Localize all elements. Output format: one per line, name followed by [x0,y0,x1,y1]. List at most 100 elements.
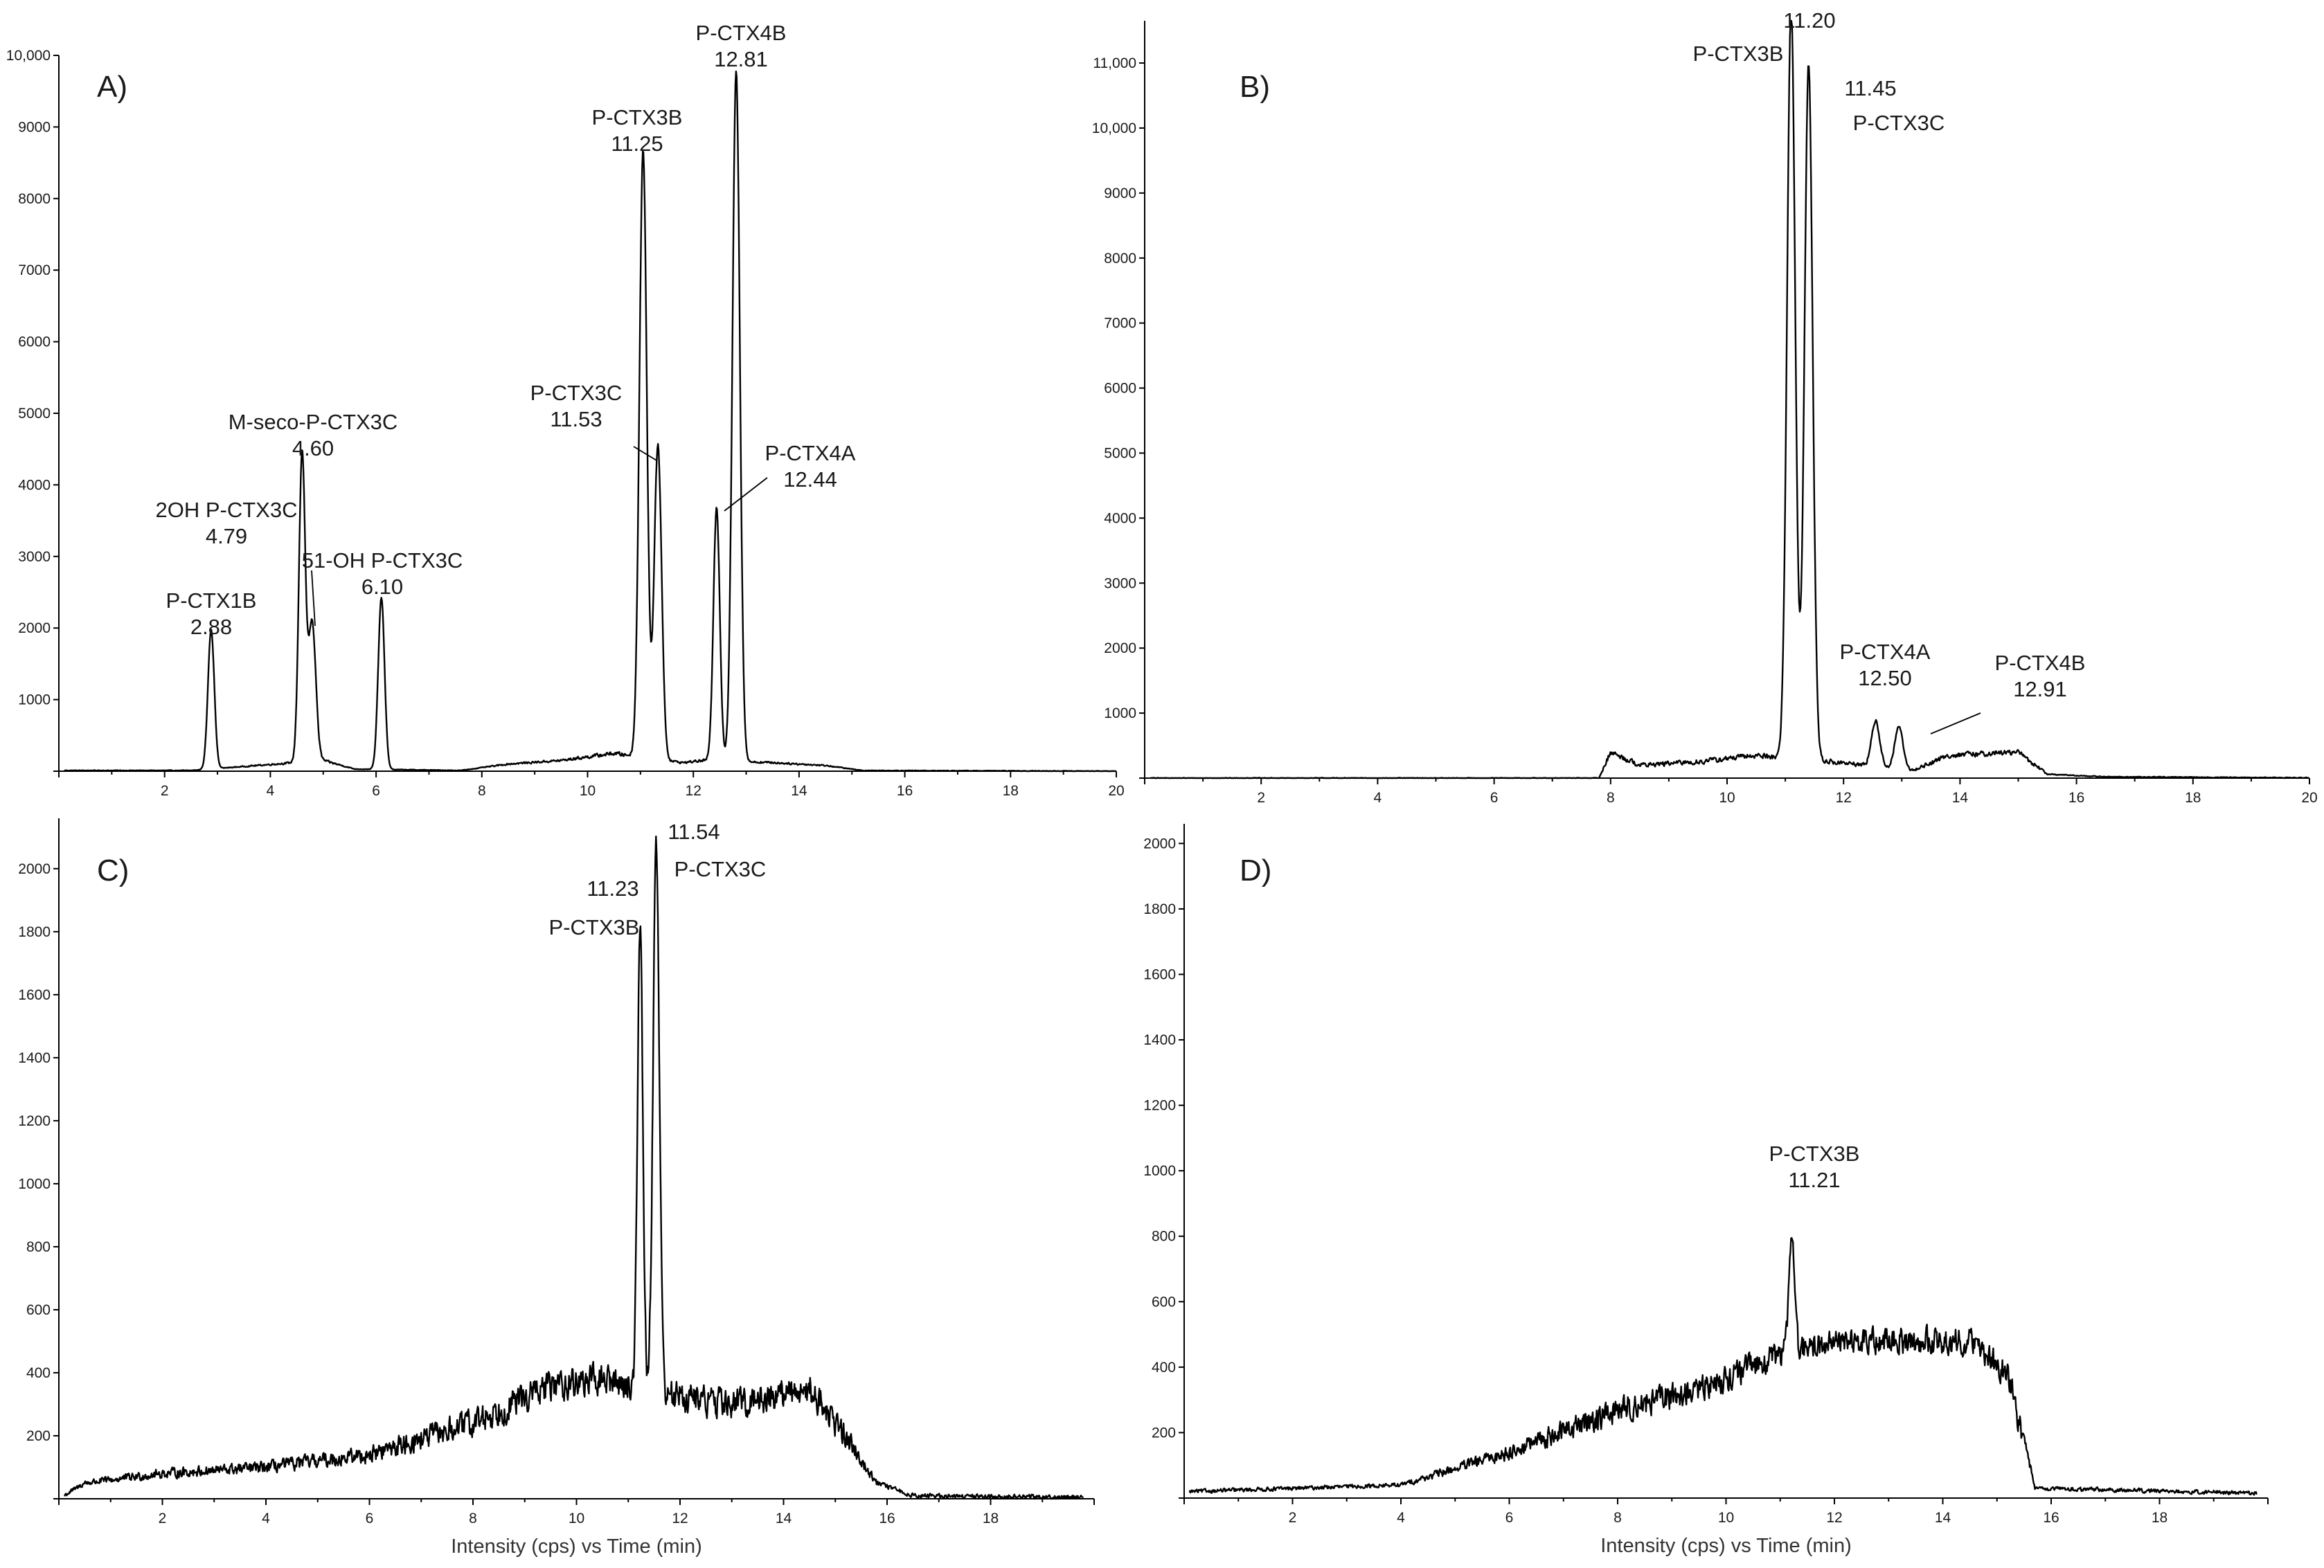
x-tick-label: 12 [686,783,701,799]
x-tick-label: 14 [1935,1510,1951,1526]
x-tick-label: 4 [262,1511,270,1526]
y-tick-label: 3000 [18,549,51,565]
y-tick-label: 1400 [18,1050,51,1066]
y-tick-label: 2000 [1143,836,1176,851]
x-tick-label: 10 [1718,1510,1734,1526]
y-tick-label: 1200 [1143,1098,1176,1114]
peak-label: 11.45 [1844,76,1896,100]
panel-label: B) [1240,70,1270,104]
peak-label: 11.21 [1788,1168,1840,1192]
peak-label: 4.79 [206,524,247,548]
x-tick-label: 16 [879,1511,895,1526]
x-tick-label: 6 [372,783,380,799]
y-tick-label: 1400 [1143,1032,1176,1048]
x-tick-label: 4 [1397,1510,1405,1526]
peak-label: 11.23 [587,876,638,901]
peak-label: 4.60 [292,436,334,460]
panel-label: A) [97,70,127,104]
y-tick-label: 10,000 [6,48,51,64]
y-tick-label: 800 [1152,1229,1176,1245]
y-tick-label: 2000 [1104,640,1136,656]
y-tick-label: 9000 [1104,186,1136,201]
x-tick-label: 8 [469,1511,477,1526]
y-tick-label: 6000 [1104,381,1136,397]
peak-label: P-CTX1B [166,588,257,613]
peak-label: P-CTX4B [696,21,787,45]
peak-label: P-CTX3C [674,857,767,881]
y-tick-label: 6000 [18,334,51,350]
x-tick-label: 6 [1490,790,1499,806]
x-tick-label: 10 [569,1511,584,1526]
y-tick-label: 7000 [18,262,51,278]
x-tick-label: 12 [672,1511,688,1526]
x-tick-label: 16 [2043,1510,2059,1526]
peak-label: P-CTX4B [1995,651,2086,675]
x-tick-label: 10 [1719,790,1735,806]
annotation-leader-line [1930,712,1981,735]
x-tick-label: 20 [1108,783,1124,799]
x-tick-label: 16 [897,783,913,799]
y-tick-label: 200 [26,1428,51,1444]
x-tick-label: 18 [2152,1510,2167,1526]
x-tick-label: 16 [2068,790,2084,806]
x-axis-label: Intensity (cps) vs Time (min) [1600,1535,1852,1557]
y-tick-label: 8000 [1104,251,1136,267]
y-tick-label: 10,000 [1092,120,1136,136]
y-tick-label: 600 [26,1302,51,1318]
peak-label: 12.44 [783,467,837,492]
peak-label: P-CTX3B [1693,42,1784,66]
x-tick-label: 14 [776,1511,792,1526]
y-tick-label: 400 [1152,1360,1176,1376]
x-tick-label: 2 [161,783,169,799]
x-tick-label: 12 [1836,790,1852,806]
x-tick-label: 12 [1826,1510,1842,1526]
y-tick-label: 800 [26,1239,51,1255]
x-tick-label: 2 [1257,790,1265,806]
y-tick-label: 200 [1152,1425,1176,1441]
y-tick-label: 1200 [18,1113,51,1129]
y-tick-label: 11,000 [1093,55,1136,71]
x-tick-label: 18 [1003,783,1019,799]
peak-label: 51-OH P-CTX3C [302,548,463,573]
annotation-leader-line [311,570,316,627]
chart-panel-b: 1000 2000 3000 4000 5000 6000 7000 8000 9000 10,0… [1092,8,2318,806]
chromatogram-trace [64,70,1116,773]
peak-label: 11.54 [668,820,719,844]
x-tick-label: 8 [1614,1510,1622,1526]
y-tick-label: 5000 [18,406,51,422]
peak-label: 2.88 [190,615,232,639]
x-tick-label: 4 [1374,790,1382,806]
y-tick-label: 7000 [1104,316,1136,332]
y-tick-label: 5000 [1104,445,1136,461]
y-tick-label: 1000 [18,692,51,708]
y-tick-label: 600 [1152,1294,1176,1310]
peak-label: P-CTX4A [765,441,856,465]
chromatogram-trace [64,836,1084,1500]
panel-label: C) [97,854,129,887]
peak-label: 11.20 [1783,8,1835,33]
y-tick-label: 2000 [18,620,51,636]
peak-label: 2OH P-CTX3C [156,498,298,522]
y-tick-label: 9000 [18,119,51,135]
peak-label: 12.91 [2013,677,2067,701]
peak-label: P-CTX3B [549,915,640,939]
chromatogram-trace [1188,1237,2258,1496]
x-tick-label: 10 [580,783,596,799]
x-tick-label: 2 [159,1511,167,1526]
peak-label: P-CTX3B [1769,1142,1860,1166]
peak-label: P-CTX3C [1853,111,1945,135]
x-tick-label: 6 [366,1511,374,1526]
peak-label: P-CTX4A [1840,640,1931,664]
y-tick-label: 1800 [1143,901,1176,917]
y-tick-label: 1000 [1143,1163,1176,1179]
y-tick-label: 4000 [1104,510,1136,526]
y-tick-label: 8000 [18,191,51,207]
chart-panel-a: 1000 2000 3000 4000 5000 6000 7000 8000 9000 10,0… [6,21,1125,799]
y-tick-label: 1600 [18,987,51,1003]
x-tick-label: 4 [267,783,275,799]
x-tick-label: 14 [1952,790,1969,806]
peak-label: 6.10 [361,575,403,599]
peak-label: M-seco-P-CTX3C [229,410,398,434]
panel-label: D) [1240,854,1271,887]
